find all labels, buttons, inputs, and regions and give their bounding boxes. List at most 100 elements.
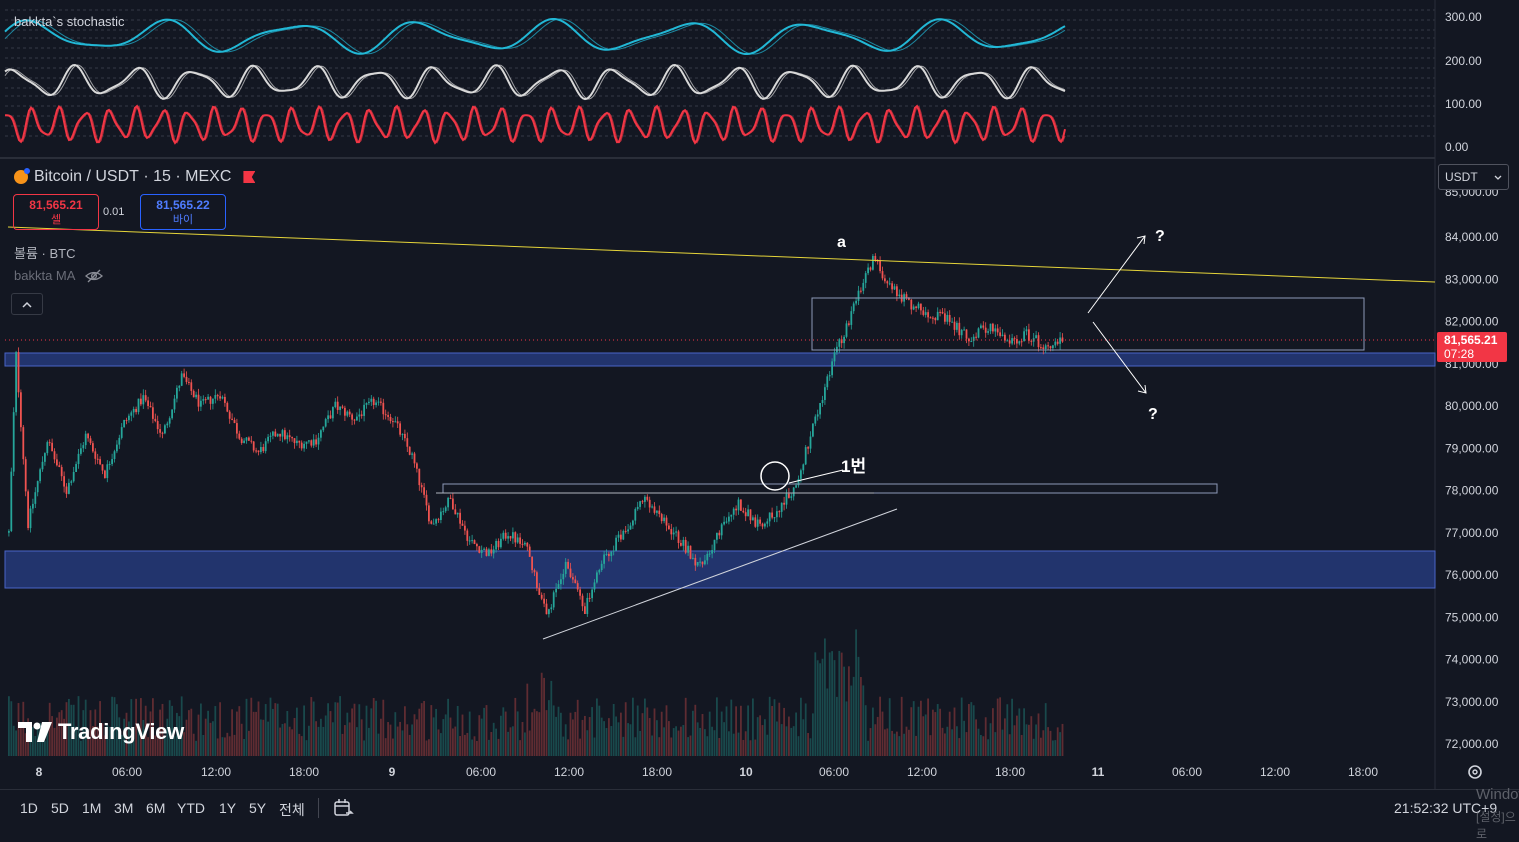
volume-bar (747, 705, 749, 756)
volume-bar (224, 737, 226, 756)
volume-bar (161, 703, 164, 756)
candle-body (912, 306, 915, 310)
volume-bar (144, 705, 147, 756)
support-trendline[interactable] (542, 508, 898, 640)
candle-body (12, 412, 15, 472)
oscillator-pane[interactable] (0, 0, 1435, 157)
candle-body (255, 450, 257, 452)
clock-timezone[interactable]: 21:52:32 UTC+9 (1394, 800, 1498, 816)
volume-bar (586, 730, 589, 756)
tradingview-logo-icon (18, 722, 52, 742)
range-button-1[interactable]: 5D (51, 800, 69, 816)
price-pane[interactable]: a 1번 ? ? (4, 226, 1436, 756)
arrow-up[interactable] (1087, 235, 1146, 314)
volume-bar (387, 722, 389, 756)
range-button-8[interactable]: 전체 (279, 802, 305, 818)
volume-bar (149, 711, 152, 756)
range-button-3[interactable]: 3M (114, 800, 134, 816)
support-zone-low[interactable] (4, 550, 1436, 589)
range-button-4[interactable]: 6M (146, 800, 166, 816)
volume-bar (32, 727, 34, 756)
candle-body (166, 423, 169, 426)
volume-bar (447, 698, 449, 756)
range-button-2[interactable]: 1M (82, 800, 102, 816)
volume-bar (562, 736, 565, 756)
candle-body (651, 506, 653, 508)
oscillator-title[interactable]: bakkta`s stochastic (14, 14, 125, 29)
volume-bar (759, 715, 761, 756)
volume-bar (346, 712, 349, 756)
volume-bar (490, 732, 493, 756)
volume-bar (843, 666, 845, 756)
candle-body (939, 311, 941, 313)
candle-body (848, 323, 850, 325)
candle-body (605, 553, 608, 555)
arrow-down[interactable] (1092, 321, 1147, 394)
symbol-legend[interactable]: Bitcoin / USDT · 15 · MEXC (14, 166, 256, 188)
volume-bar (821, 658, 824, 756)
candle-body (238, 433, 241, 439)
volume-indicator-label[interactable]: 볼륨 · BTC (14, 246, 76, 261)
range-button-7[interactable]: 5Y (249, 800, 267, 816)
price-axis[interactable]: 84,000.0083,000.0082,000.0081,000.0080,0… (1445, 185, 1499, 751)
collapse-legend-button[interactable] (11, 293, 43, 315)
flag-icon[interactable] (243, 171, 256, 183)
volume-bar (368, 727, 370, 756)
volume-bar (1004, 718, 1006, 756)
breakout-rectangle[interactable] (442, 483, 1218, 494)
volume-bar (893, 733, 896, 756)
resistance-trendline[interactable] (7, 226, 1436, 283)
candle-body (44, 453, 46, 462)
support-zone-mid[interactable] (4, 352, 1436, 367)
breakout-circle-marker[interactable] (760, 461, 790, 491)
candle-series[interactable] (8, 253, 1064, 618)
candle-body (929, 317, 932, 319)
volume-bar (584, 715, 586, 756)
oscillator-axis[interactable]: 300.00 200.00 100.00 0.00 (1445, 10, 1482, 154)
volume-bar (687, 737, 689, 756)
candle-body (812, 423, 814, 437)
candle-body (408, 446, 411, 455)
buy-button[interactable]: 81,565.22 바이 (140, 194, 226, 230)
candle-body (20, 392, 22, 428)
candle-body (524, 542, 526, 545)
volume-bar (536, 711, 538, 756)
volume-bar (725, 706, 728, 756)
volume-bar (320, 718, 322, 756)
time-axis[interactable]: 8 06:00 12:00 18:00 9 06:00 12:00 18:00 10 06:00 1… (36, 765, 1379, 779)
candle-body (149, 405, 152, 408)
candle-body (785, 493, 788, 505)
volume-bar (816, 660, 819, 756)
candle-body (240, 438, 243, 443)
candle-body (368, 401, 370, 404)
candle-body (833, 352, 836, 362)
oscillator-axis-label: 100.00 (1445, 97, 1482, 111)
candle-body (63, 476, 65, 487)
range-button-6[interactable]: 1Y (219, 800, 237, 816)
candle-body (425, 494, 428, 506)
volume-bar (680, 726, 682, 756)
tradingview-logo[interactable]: TradingView (18, 719, 184, 745)
candle-body (768, 512, 771, 522)
consolidation-box[interactable] (811, 297, 1365, 351)
gear-icon[interactable] (1468, 765, 1482, 779)
eye-off-icon[interactable] (85, 269, 104, 283)
range-button-0[interactable]: 1D (20, 800, 38, 816)
volume-bar (838, 650, 841, 756)
time-axis-label: 18:00 (289, 765, 319, 779)
volume-bar (437, 729, 440, 756)
candle-body (207, 396, 209, 400)
range-button-5[interactable]: YTD (177, 800, 205, 816)
candle-body (802, 464, 805, 471)
currency-select[interactable]: USDT (1438, 164, 1509, 190)
candle-body (682, 539, 685, 546)
candle-body (504, 532, 507, 539)
candle-body (936, 311, 939, 321)
sell-button[interactable]: 81,565.21 셀 (13, 194, 99, 230)
calendar-range-icon[interactable] (332, 797, 354, 819)
volume-bar (900, 696, 903, 756)
chart-canvas[interactable]: a 1번 ? ? 84,000.0083,000.0082,000.0081,0… (0, 0, 1519, 790)
candle-body (442, 511, 445, 513)
ma-indicator-row[interactable]: bakkta MA (14, 268, 104, 283)
candle-body (828, 375, 831, 377)
